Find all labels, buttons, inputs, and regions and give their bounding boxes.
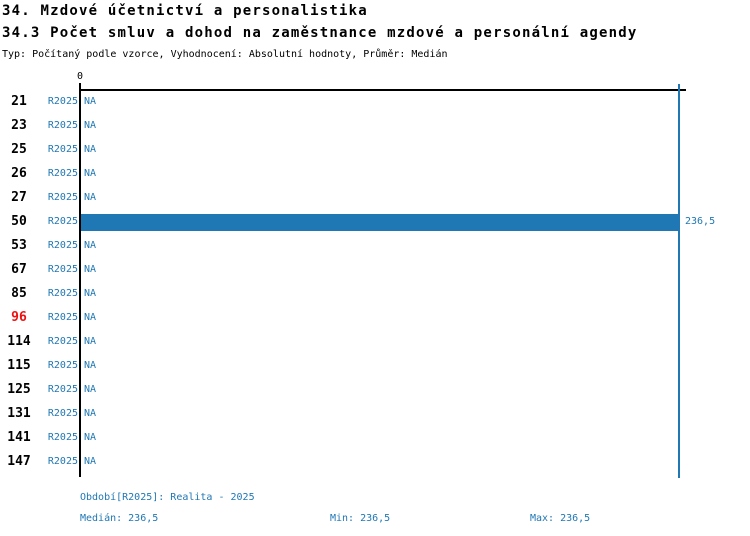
median-reference-line <box>678 84 680 478</box>
row-na-value: NA <box>84 144 97 155</box>
row-period-label: R2025 <box>47 432 78 443</box>
x-axis-zero-tick-label: 0 <box>76 71 84 82</box>
x-axis-zero-tick <box>79 83 81 90</box>
row-na-value: NA <box>84 288 97 299</box>
row-period-label: R2025 <box>47 312 78 323</box>
row-period-label: R2025 <box>47 288 78 299</box>
row-category-label: 23 <box>11 118 27 133</box>
row-na-value: NA <box>84 96 97 107</box>
row-period-label: R2025 <box>47 384 78 395</box>
row-na-value: NA <box>84 192 97 203</box>
row-category-label: 96 <box>11 310 27 325</box>
row-category-label: 131 <box>7 406 31 421</box>
chart-row: 23 R2025 NA <box>0 114 750 138</box>
chart-row: 141 R2025 NA <box>0 426 750 450</box>
row-na-value: NA <box>84 384 97 395</box>
chart-row: 147 R2025 NA <box>0 450 750 474</box>
row-category-label: 125 <box>7 382 31 397</box>
chart-row: 96 R2025 NA <box>0 306 750 330</box>
row-period-label: R2025 <box>47 192 78 203</box>
chart-row: 67 R2025 NA <box>0 258 750 282</box>
row-category-label: 85 <box>11 286 27 301</box>
chart-row: 27 R2025 NA <box>0 186 750 210</box>
chart-row: 85 R2025 NA <box>0 282 750 306</box>
row-category-label: 21 <box>11 94 27 109</box>
chart-row: 125 R2025 NA <box>0 378 750 402</box>
row-period-label: R2025 <box>47 240 78 251</box>
chart-row: 21 R2025 NA <box>0 90 750 114</box>
page-title: 34. Mzdové účetnictví a personalistika <box>2 3 368 19</box>
row-category-label: 141 <box>7 430 31 445</box>
row-na-value: NA <box>84 408 97 419</box>
row-category-label: 27 <box>11 190 27 205</box>
chart-row: 50 R2025 236,5 <box>0 210 750 234</box>
row-category-label: 114 <box>7 334 31 349</box>
row-na-value: NA <box>84 264 97 275</box>
footer-median-label: Medián: 236,5 <box>80 513 159 524</box>
row-category-label: 26 <box>11 166 27 181</box>
row-na-value: NA <box>84 432 97 443</box>
page-subtitle: 34.3 Počet smluv a dohod na zaměstnance … <box>2 25 638 41</box>
row-na-value: NA <box>84 336 97 347</box>
value-bar <box>81 213 679 231</box>
row-period-label: R2025 <box>47 96 78 107</box>
chart-row: 115 R2025 NA <box>0 354 750 378</box>
row-na-value: NA <box>84 312 97 323</box>
row-na-value: NA <box>84 240 97 251</box>
footer-max-label: Max: 236,5 <box>530 513 591 524</box>
y-axis-line <box>79 89 81 477</box>
row-category-label: 147 <box>7 454 31 469</box>
row-period-label: R2025 <box>47 264 78 275</box>
chart-row: 25 R2025 NA <box>0 138 750 162</box>
row-na-value: NA <box>84 456 97 467</box>
row-period-label: R2025 <box>47 336 78 347</box>
row-category-label: 25 <box>11 142 27 157</box>
chart-row: 114 R2025 NA <box>0 330 750 354</box>
row-na-value: NA <box>84 360 97 371</box>
chart-meta-line: Typ: Počítaný podle vzorce, Vyhodnocení:… <box>2 49 448 60</box>
footer-period-label: Období[R2025]: Realita - 2025 <box>80 492 255 503</box>
row-period-label: R2025 <box>47 360 78 371</box>
row-na-value: NA <box>84 168 97 179</box>
x-axis-line <box>80 89 686 91</box>
row-category-label: 67 <box>11 262 27 277</box>
row-period-label: R2025 <box>47 120 78 131</box>
row-period-label: R2025 <box>47 144 78 155</box>
row-period-label: R2025 <box>47 408 78 419</box>
row-period-label: R2025 <box>47 168 78 179</box>
row-period-label: R2025 <box>47 216 78 227</box>
chart-row: 53 R2025 NA <box>0 234 750 258</box>
bar-value-label: 236,5 <box>685 216 716 227</box>
row-period-label: R2025 <box>47 456 78 467</box>
row-category-label: 115 <box>7 358 31 373</box>
chart-row: 26 R2025 NA <box>0 162 750 186</box>
chart-row: 131 R2025 NA <box>0 402 750 426</box>
row-category-label: 53 <box>11 238 27 253</box>
row-category-label: 50 <box>11 214 27 229</box>
footer-min-label: Min: 236,5 <box>330 513 391 524</box>
row-na-value: NA <box>84 120 97 131</box>
